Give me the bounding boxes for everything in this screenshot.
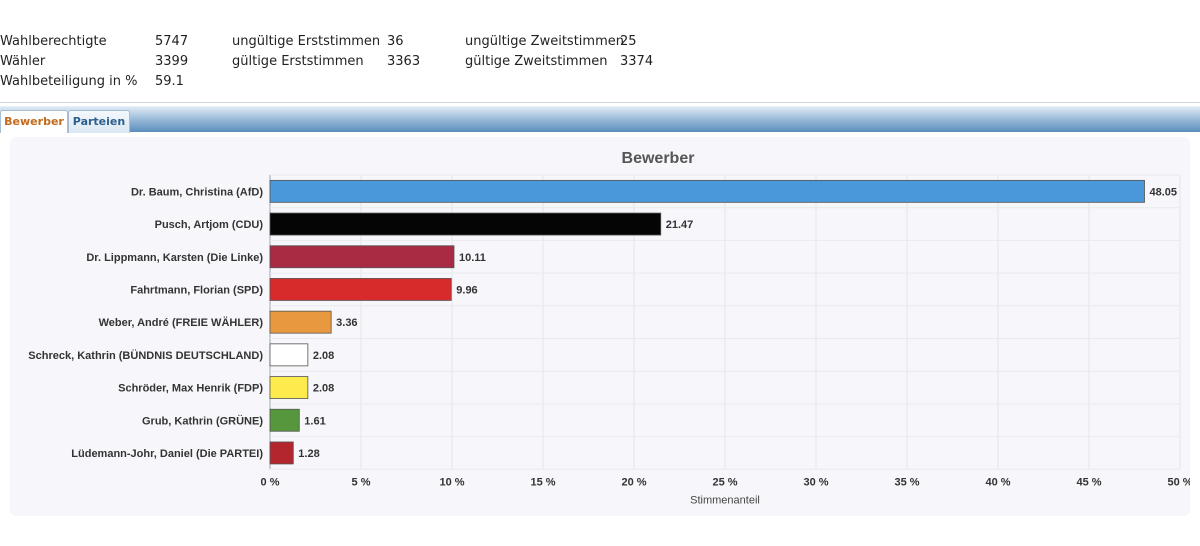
x-tick-label: 20 %	[621, 476, 646, 488]
bar	[269, 310, 332, 334]
stat-label-waehler: Wähler	[0, 54, 46, 69]
x-tick-label: 10 %	[439, 476, 464, 488]
category-label: Lüdemann-Johr, Daniel (Die PARTEI)	[71, 448, 263, 460]
x-axis-label: Stimmenanteil	[690, 494, 760, 506]
x-tick-label: 40 %	[985, 476, 1010, 488]
value-label: 48.05	[1150, 186, 1178, 198]
bar	[269, 408, 300, 432]
value-label: 3.36	[336, 317, 357, 329]
bar	[269, 441, 294, 465]
bar	[269, 179, 1145, 203]
x-tick-label: 45 %	[1076, 476, 1101, 488]
category-label: Grub, Kathrin (GRÜNE)	[142, 414, 263, 427]
category-label: Schreck, Kathrin (BÜNDNIS DEUTSCHLAND)	[28, 349, 263, 362]
chart-panel: Bewerber 0 % 5 % 10 % 15 % 20 % 25 % 30 % 35 % 40…	[10, 137, 1190, 516]
tab-bewerber[interactable]: Bewerber	[0, 110, 68, 133]
value-label: 9.96	[456, 284, 477, 296]
category-label: Weber, André (FREIE WÄHLER)	[99, 316, 264, 329]
tab-parteien[interactable]: Parteien	[68, 110, 130, 133]
bar	[269, 245, 455, 269]
value-label: 10.11	[459, 252, 486, 264]
category-label: Schröder, Max Henrik (FDP)	[118, 383, 263, 395]
x-tick-label: 50 %	[1167, 476, 1190, 488]
stat-label-wahlberechtigte: Wahlberechtigte	[0, 34, 107, 49]
stat-label-gueltige-zweitstimmen: gültige Zweitstimmen	[465, 54, 608, 69]
chart-title: Bewerber	[622, 150, 695, 167]
bar-chart: Bewerber 0 % 5 % 10 % 15 % 20 % 25 % 30 % 35 % 40…	[28, 150, 1190, 506]
value-label: 1.61	[304, 415, 325, 427]
value-label: 2.08	[313, 383, 334, 395]
category-label: Dr. Baum, Christina (AfD)	[131, 186, 263, 198]
x-tick-label: 5 %	[352, 476, 371, 488]
stat-value-wahlberechtigte: 5747	[155, 34, 189, 49]
value-label: 21.47	[666, 219, 694, 231]
bar	[269, 278, 452, 301]
bar	[269, 376, 309, 399]
value-label: 1.28	[298, 448, 319, 460]
x-tick-label: 35 %	[894, 476, 919, 488]
stat-value-ungueltige-zweitstimmen: 25	[620, 34, 637, 49]
x-tick-label: 25 %	[712, 476, 737, 488]
x-tick-label: 30 %	[803, 476, 828, 488]
category-label: Fahrtmann, Florian (SPD)	[130, 284, 263, 296]
stat-label-ungueltige-erststimmen: ungültige Erststimmen	[232, 34, 381, 49]
x-tick-label: 0 %	[261, 476, 280, 488]
category-label: Dr. Lippmann, Karsten (Die Linke)	[86, 252, 263, 264]
stat-value-waehler: 3399	[155, 54, 189, 69]
x-tick-label: 15 %	[530, 476, 555, 488]
divider	[0, 102, 1200, 103]
stat-label-ungueltige-zweitstimmen: ungültige Zweitstimmen	[465, 34, 624, 49]
stat-value-gueltige-zweitstimmen: 3374	[620, 54, 654, 69]
stat-label-gueltige-erststimmen: gültige Erststimmen	[232, 54, 364, 69]
category-label: Pusch, Artjom (CDU)	[155, 219, 264, 231]
stat-value-beteiligung: 59.1	[155, 74, 184, 89]
tab-bar: Bewerber Parteien	[0, 106, 1200, 133]
bar	[269, 212, 662, 236]
stat-label-beteiligung: Wahlbeteiligung in %	[0, 74, 138, 89]
bar	[269, 343, 309, 367]
stat-value-ungueltige-erststimmen: 36	[387, 34, 404, 49]
stat-value-gueltige-erststimmen: 3363	[387, 54, 421, 69]
value-label: 2.08	[313, 350, 334, 362]
